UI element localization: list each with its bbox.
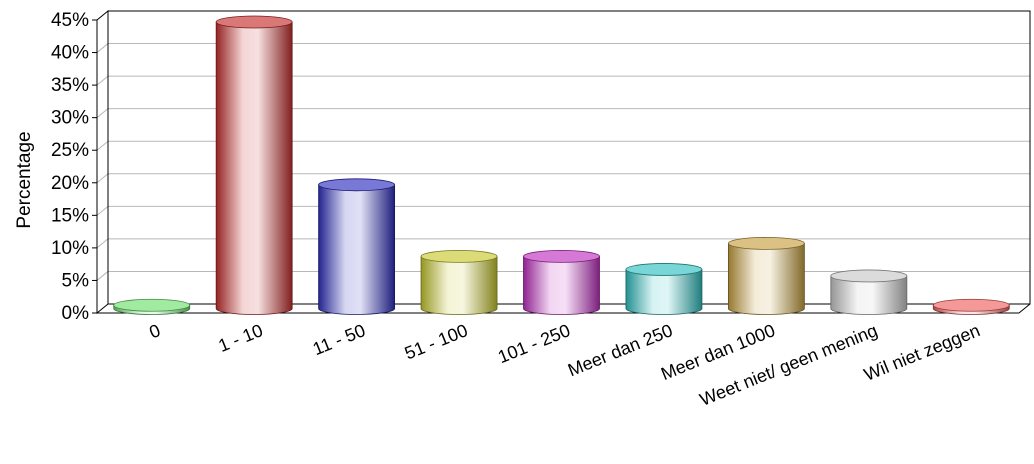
x-tick-label: 101 - 250 xyxy=(495,320,573,367)
bar-top xyxy=(625,263,703,276)
bar-6 xyxy=(727,236,805,315)
bar-body xyxy=(523,256,600,315)
x-tick-label: Meer dan 250 xyxy=(565,320,675,380)
y-tick-label: 30% xyxy=(51,108,89,129)
bar-top xyxy=(215,15,293,29)
bar-5 xyxy=(625,263,703,315)
y-tick-label: 35% xyxy=(51,75,89,96)
bar-body xyxy=(318,184,396,315)
bar-body xyxy=(727,242,805,315)
bar-3 xyxy=(420,250,498,315)
bar-body xyxy=(215,21,293,315)
bar-body xyxy=(420,256,498,315)
x-tick-label: 1 - 10 xyxy=(215,320,265,356)
bar-top xyxy=(318,178,396,192)
bar-0 xyxy=(113,298,191,315)
y-tick-label: 40% xyxy=(51,43,89,64)
bar-top xyxy=(420,250,498,263)
bars xyxy=(113,15,1010,315)
x-tick-label: 11 - 50 xyxy=(310,320,368,359)
gridline-side xyxy=(96,43,109,53)
gridline-side xyxy=(96,140,109,151)
plot-side-wall xyxy=(96,9,109,315)
gridline-side xyxy=(96,238,109,249)
bar-1 xyxy=(215,15,293,315)
gridline-side xyxy=(96,108,109,119)
y-tick-label: 20% xyxy=(51,173,89,194)
x-tick-label: Weet niet/ geen mening xyxy=(697,320,880,410)
x-tick-label: 0 xyxy=(146,320,163,342)
x-tick-label: 51 - 100 xyxy=(402,320,471,363)
y-tick-label: 25% xyxy=(51,140,89,161)
gridline-side xyxy=(96,271,109,281)
y-tick-label: 15% xyxy=(51,205,89,226)
gridline-side xyxy=(96,173,109,184)
bar-top xyxy=(932,298,1010,312)
bar-body xyxy=(625,269,703,315)
y-tick-label: 0% xyxy=(62,303,90,324)
y-tick-label: 5% xyxy=(62,270,90,291)
bar-top xyxy=(830,269,908,283)
bar-8 xyxy=(932,298,1010,315)
y-axis-label: Percentage xyxy=(14,131,35,228)
plot-floor-right xyxy=(1018,303,1031,314)
x-tick-label: Wil niet zeggen xyxy=(861,320,983,385)
gridline-side xyxy=(96,205,109,216)
gridline-side xyxy=(96,75,109,86)
y-tick-label: 10% xyxy=(51,238,89,259)
bar-2 xyxy=(318,178,396,315)
tick-labels: 0% 5% 10% 15% 20% 25% 30% 35% 40% 45% 0 1 - 10 11 - … xyxy=(51,10,983,410)
bar-top xyxy=(113,298,191,312)
bar-body xyxy=(830,275,908,315)
y-tick-label: 45% xyxy=(51,10,89,31)
bar-top xyxy=(523,250,600,263)
bar-7 xyxy=(830,269,908,315)
bar-4 xyxy=(523,250,600,315)
bar-top xyxy=(727,236,805,250)
